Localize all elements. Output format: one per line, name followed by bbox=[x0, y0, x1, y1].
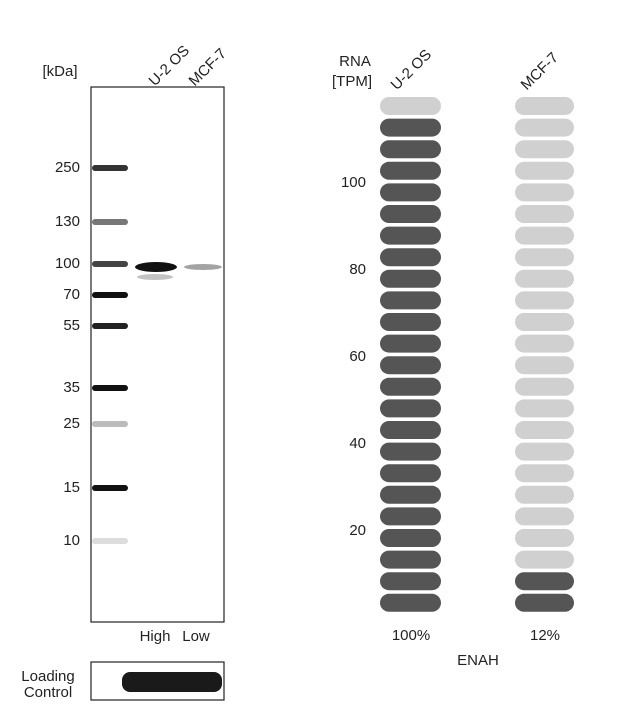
band bbox=[184, 264, 222, 270]
lane-label: MCF-7 bbox=[186, 45, 230, 89]
rna-pill bbox=[380, 334, 441, 353]
blot-frame bbox=[90, 86, 225, 623]
lane-level: High bbox=[140, 628, 171, 645]
rna-pill bbox=[380, 205, 441, 223]
rna-pill bbox=[380, 485, 441, 504]
rna-pill bbox=[515, 442, 574, 461]
gene-name: ENAH bbox=[457, 652, 499, 669]
rna-pill bbox=[380, 269, 441, 288]
marker-band bbox=[92, 219, 128, 225]
rna-pill bbox=[515, 356, 574, 375]
rna-pill bbox=[380, 507, 441, 526]
rna-pill bbox=[515, 313, 574, 331]
loading-label: Control bbox=[24, 684, 72, 701]
rna-pill bbox=[515, 226, 574, 245]
marker-band bbox=[92, 292, 128, 298]
rna-pill bbox=[515, 140, 574, 159]
marker-band bbox=[92, 261, 128, 267]
rna-pill bbox=[515, 485, 574, 504]
rna-pill bbox=[515, 377, 574, 396]
rna-pill bbox=[380, 550, 441, 569]
rna-tick-label: 20 bbox=[349, 522, 366, 539]
unit-label: [kDa] bbox=[42, 63, 77, 80]
percentage: 100% bbox=[392, 627, 430, 644]
band bbox=[135, 262, 177, 272]
cell-line-label: MCF-7 bbox=[518, 49, 562, 93]
marker-band bbox=[92, 165, 128, 171]
rna-pill bbox=[515, 550, 574, 569]
rna-pill bbox=[515, 248, 574, 267]
marker-band bbox=[92, 421, 128, 427]
rna-pill bbox=[380, 442, 441, 461]
marker-band bbox=[92, 538, 128, 544]
rna-pill bbox=[380, 140, 441, 159]
marker-label: 15 bbox=[63, 479, 80, 496]
lane-label: U-2 OS bbox=[146, 42, 193, 89]
rna-axis-label: RNA bbox=[339, 53, 371, 70]
rna-pill bbox=[380, 464, 441, 483]
rna-pill bbox=[380, 421, 441, 439]
rna-pill bbox=[515, 183, 574, 202]
rna-pill bbox=[380, 183, 441, 202]
band bbox=[137, 274, 173, 280]
rna-pill bbox=[380, 118, 441, 137]
rna-pill bbox=[515, 593, 574, 612]
rna-pill bbox=[515, 269, 574, 288]
lane-level: Low bbox=[182, 628, 210, 645]
rna-pill bbox=[380, 248, 441, 267]
rna-tick-label: 80 bbox=[349, 261, 366, 278]
rna-pill bbox=[380, 161, 441, 180]
loading-label: Loading bbox=[21, 668, 74, 685]
marker-band bbox=[92, 323, 128, 329]
rna-pill bbox=[515, 464, 574, 483]
marker-label: 10 bbox=[63, 532, 80, 549]
rna-pill bbox=[380, 529, 441, 547]
rna-pill bbox=[380, 97, 441, 115]
marker-label: 70 bbox=[63, 286, 80, 303]
rna-pill bbox=[515, 291, 574, 310]
cell-line-label: U-2 OS bbox=[388, 46, 435, 93]
rna-pill bbox=[380, 572, 441, 591]
rna-pill bbox=[380, 291, 441, 310]
rna-tick-label: 100 bbox=[341, 174, 366, 191]
marker-label: 35 bbox=[63, 379, 80, 396]
rna-pill bbox=[380, 356, 441, 375]
marker-band bbox=[92, 485, 128, 491]
rna-tick-label: 40 bbox=[349, 435, 366, 452]
loading-band bbox=[122, 672, 222, 692]
marker-label: 55 bbox=[63, 317, 80, 334]
rna-pill bbox=[515, 572, 574, 591]
rna-pill bbox=[515, 421, 574, 439]
rna-pill bbox=[380, 593, 441, 612]
rna-pill bbox=[515, 399, 574, 418]
rna-pill bbox=[380, 399, 441, 418]
rna-axis-label: [TPM] bbox=[332, 73, 372, 90]
rna-pill bbox=[380, 377, 441, 396]
rna-pill bbox=[515, 334, 574, 353]
marker-label: 250 bbox=[55, 159, 80, 176]
rna-pill bbox=[515, 529, 574, 547]
rna-tick-label: 60 bbox=[349, 348, 366, 365]
percentage: 12% bbox=[530, 627, 560, 644]
rna-pill bbox=[515, 161, 574, 180]
rna-pill bbox=[515, 507, 574, 526]
marker-label: 25 bbox=[63, 415, 80, 432]
rna-pill bbox=[380, 313, 441, 331]
rna-pill bbox=[515, 118, 574, 137]
rna-pill bbox=[515, 205, 574, 223]
marker-band bbox=[92, 385, 128, 391]
rna-pill bbox=[380, 226, 441, 245]
rna-pill bbox=[515, 97, 574, 115]
marker-label: 100 bbox=[55, 255, 80, 272]
marker-label: 130 bbox=[55, 213, 80, 230]
